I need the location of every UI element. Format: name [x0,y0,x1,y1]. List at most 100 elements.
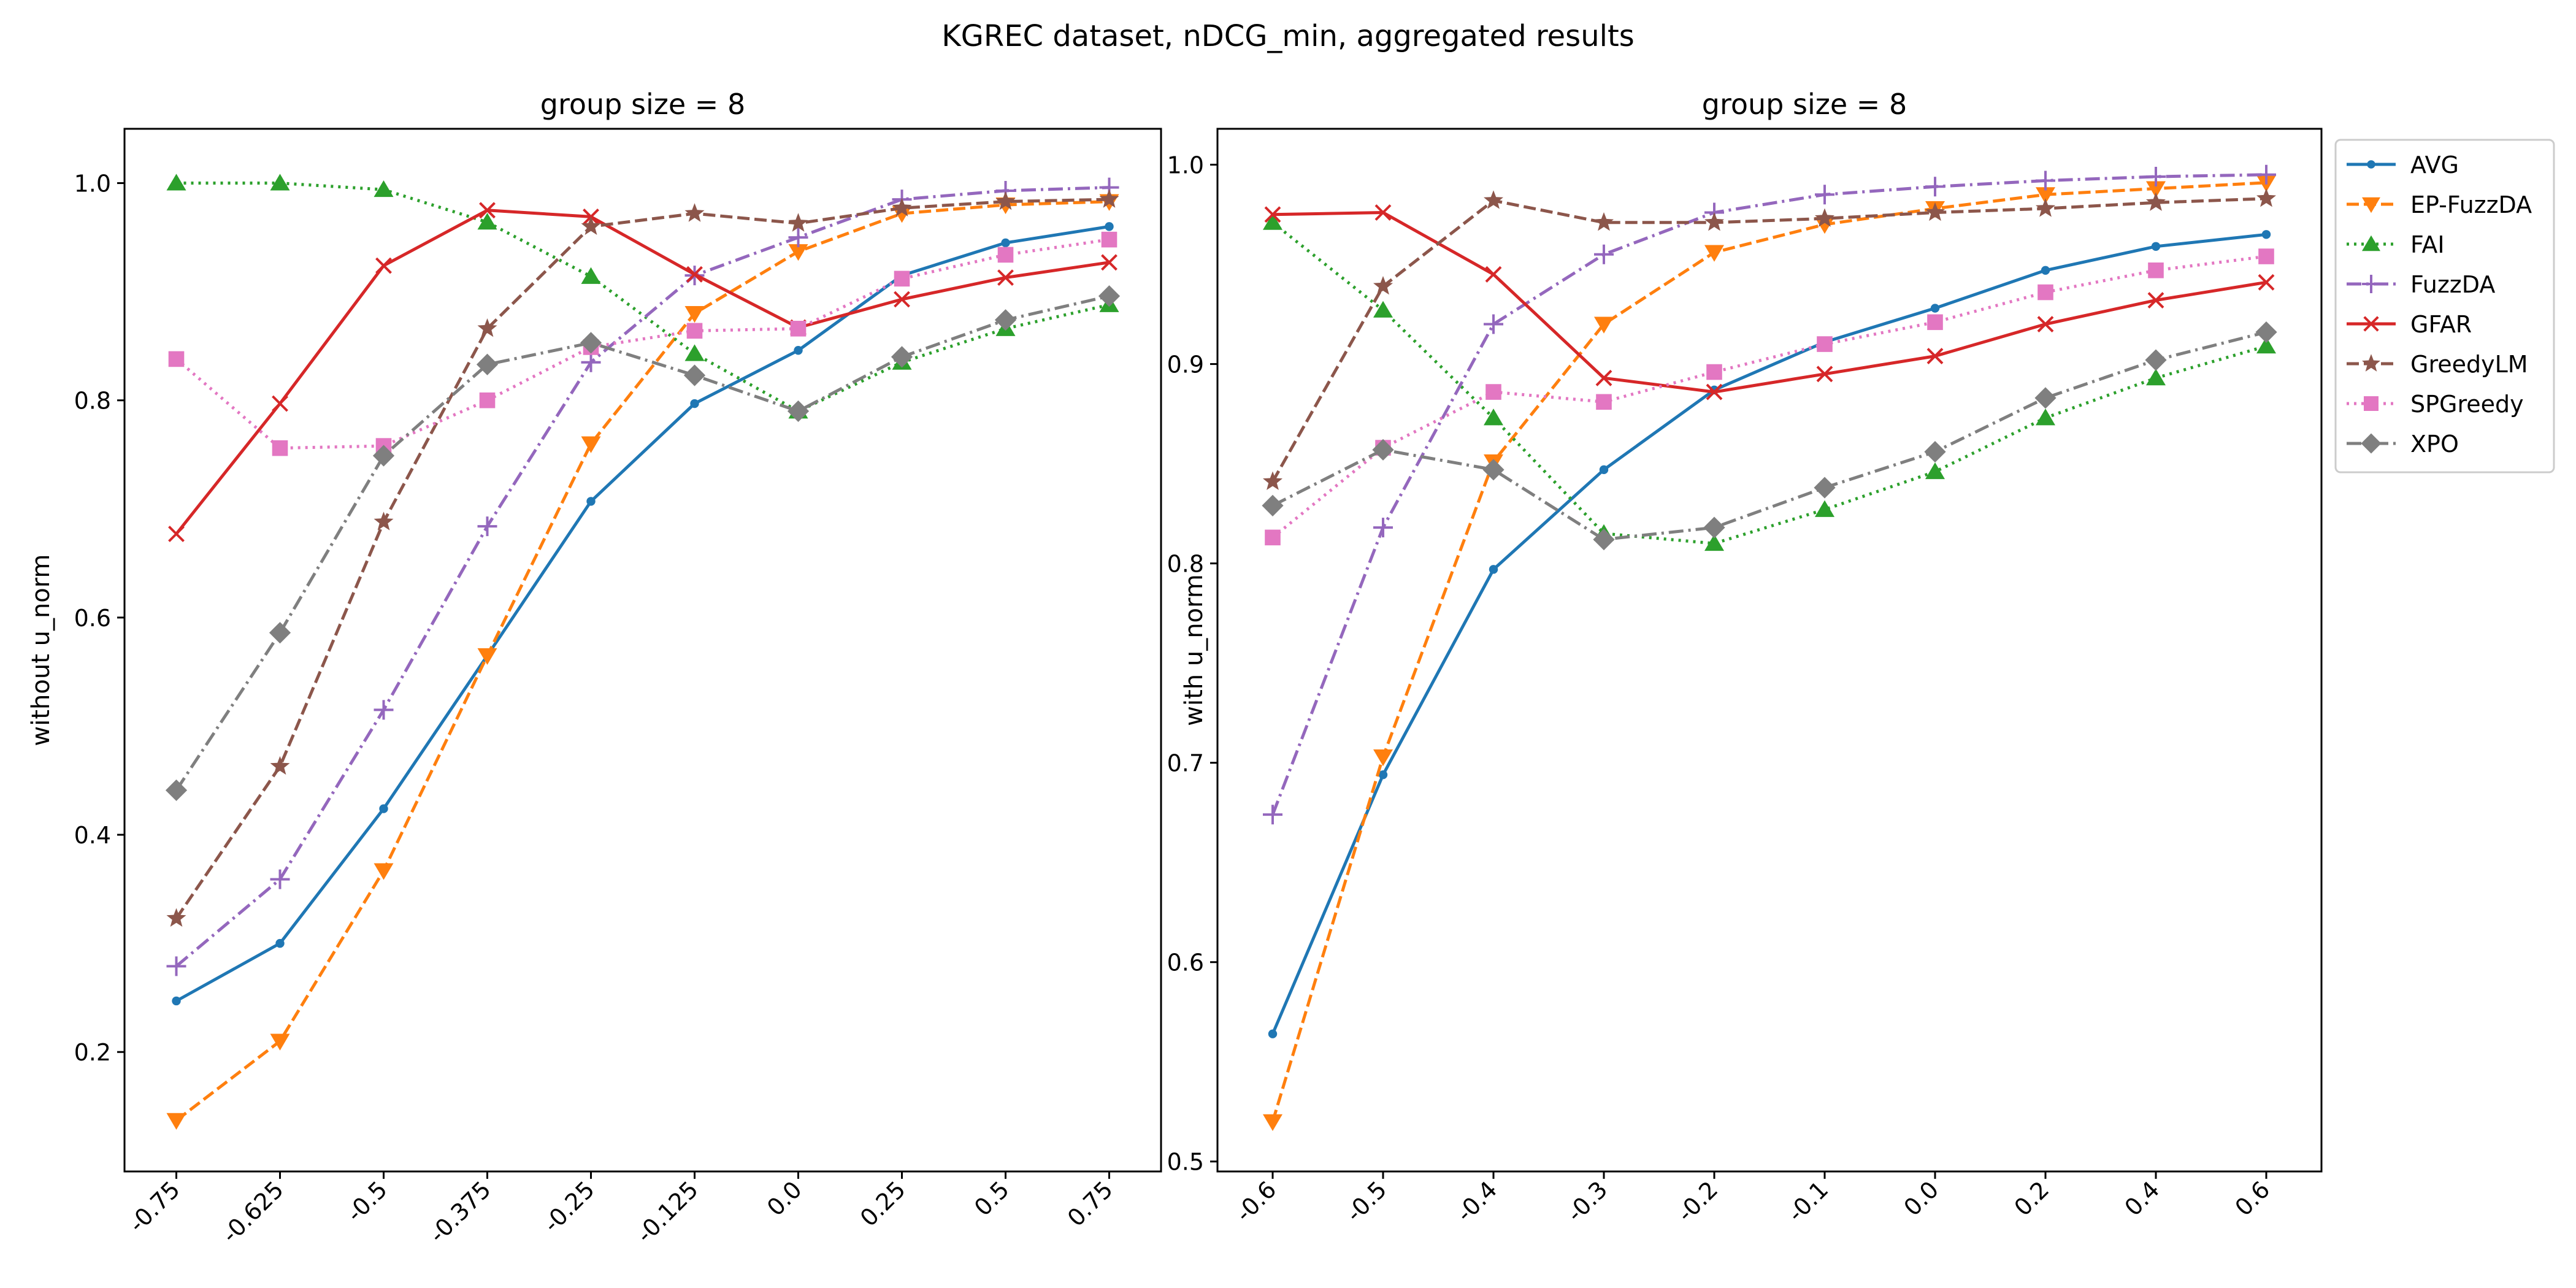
x-tick-label: -0.375 [424,1176,496,1248]
point-xpo [683,364,706,386]
x-tick-label: -0.125 [631,1176,703,1248]
point-fuzzda [2036,171,2055,191]
point-xpo [891,346,913,368]
point-spgreedy [1596,394,1612,410]
legend-marker-xpo [2361,433,2382,454]
legend-label: EP-FuzzDA [2410,191,2532,218]
line-avg [1271,232,2267,1035]
point-xpo [580,332,602,354]
line-fai [1271,221,2267,545]
point-greedylm [1594,212,1614,231]
axes-frame [1216,128,2323,1173]
point-greedylm [581,216,601,235]
point-spgreedy [894,270,910,287]
line-ep-fuzzda [175,200,1110,1122]
point-fai [374,180,394,197]
panel-title: group size = 8 [1702,88,1907,121]
point-gfar [686,266,703,283]
point-fuzzda [1815,185,1834,205]
point-spgreedy [1485,384,1501,400]
point-spgreedy [1101,231,1117,248]
series-ep-fuzzda [1263,175,2276,1131]
y-tick-label: 0.5 [1167,1149,1204,1176]
point-xpo [1372,439,1394,461]
y-tick-label: 0.8 [74,388,111,415]
y-tick-label: 0.8 [1167,551,1204,578]
point-fai [1484,408,1503,426]
line-avg [175,224,1110,1003]
line-fai [176,182,1110,413]
legend-item-spgreedy: SPGreedy [2347,391,2524,418]
point-ep-fuzzda [684,306,705,323]
line-xpo [1271,331,2267,542]
point-avg [794,346,803,355]
y-tick-label: 1.0 [1167,152,1204,179]
x-tick-label: -0.75 [123,1176,185,1238]
x-tick-label: 0.0 [762,1176,807,1221]
point-xpo [1703,516,1725,539]
point-fuzzda [1373,518,1393,538]
point-greedylm [684,203,705,222]
line-spgreedy [1271,255,2267,539]
point-fai [1925,462,1945,480]
point-fuzzda [1263,805,1282,825]
legend-marker-gfar [2363,316,2379,332]
point-avg [1001,238,1010,248]
point-gfar [894,291,910,308]
legend-item-greedylm: GreedyLM [2347,351,2528,378]
x-tick-label: -0.4 [1451,1176,1503,1227]
y-tick-label: 0.2 [74,1039,111,1066]
point-gfar [2147,292,2164,309]
line-spgreedy [175,238,1110,450]
point-xpo [476,353,499,375]
point-greedylm [2146,192,2166,211]
point-spgreedy [168,351,185,367]
series-greedylm [166,189,1119,927]
point-xpo [1262,494,1284,516]
point-spgreedy [272,440,288,456]
point-spgreedy [1817,336,1833,352]
legend-marker-ep-fuzzda [2362,197,2380,213]
point-ep-fuzzda [1263,1114,1282,1131]
point-fai [2036,408,2055,426]
point-avg [1930,304,1940,313]
point-greedylm [892,197,912,217]
point-greedylm [1099,189,1119,208]
series-spgreedy [1265,248,2274,546]
legend-label: AVG [2410,151,2459,178]
point-gfar [2258,274,2275,291]
point-xpo [2255,321,2277,343]
point-xpo [994,309,1017,331]
point-greedylm [1704,212,1724,231]
x-tick-label: -0.1 [1782,1176,1834,1227]
series-group [1262,164,2277,1131]
y-tick-label: 0.9 [1167,351,1204,378]
plot-panels: group size = 8 without u_norm 0.2 0.4 0.6 0.8… [27,88,2323,1248]
panel-title: group size = 8 [540,88,745,121]
point-fai [1704,534,1724,551]
line-ep-fuzzda [1271,181,2267,1122]
point-xpo [1482,459,1505,481]
point-gfar [1374,204,1392,221]
legend-label: XPO [2410,431,2459,458]
point-gfar [479,202,496,219]
point-fuzzda [2256,164,2276,185]
line-xpo [175,294,1110,791]
x-tick-label: 0.75 [1062,1176,1118,1232]
point-greedylm [1484,190,1503,209]
legend-item-xpo: XPO [2347,431,2459,458]
point-ep-fuzzda [1373,749,1393,767]
legend-marker-fuzzda [2362,275,2380,293]
legend-label: FAI [2410,231,2445,258]
point-xpo [2145,349,2167,371]
point-greedylm [1925,202,1945,221]
point-fai [1815,500,1834,517]
point-fai [1373,301,1393,318]
point-fuzzda [1484,314,1503,334]
x-tick-label: 0.5 [969,1176,1014,1221]
point-fuzzda [788,228,808,248]
legend-label: FuzzDA [2410,271,2495,298]
point-spgreedy [2037,284,2053,301]
point-gfar [1264,206,1281,223]
